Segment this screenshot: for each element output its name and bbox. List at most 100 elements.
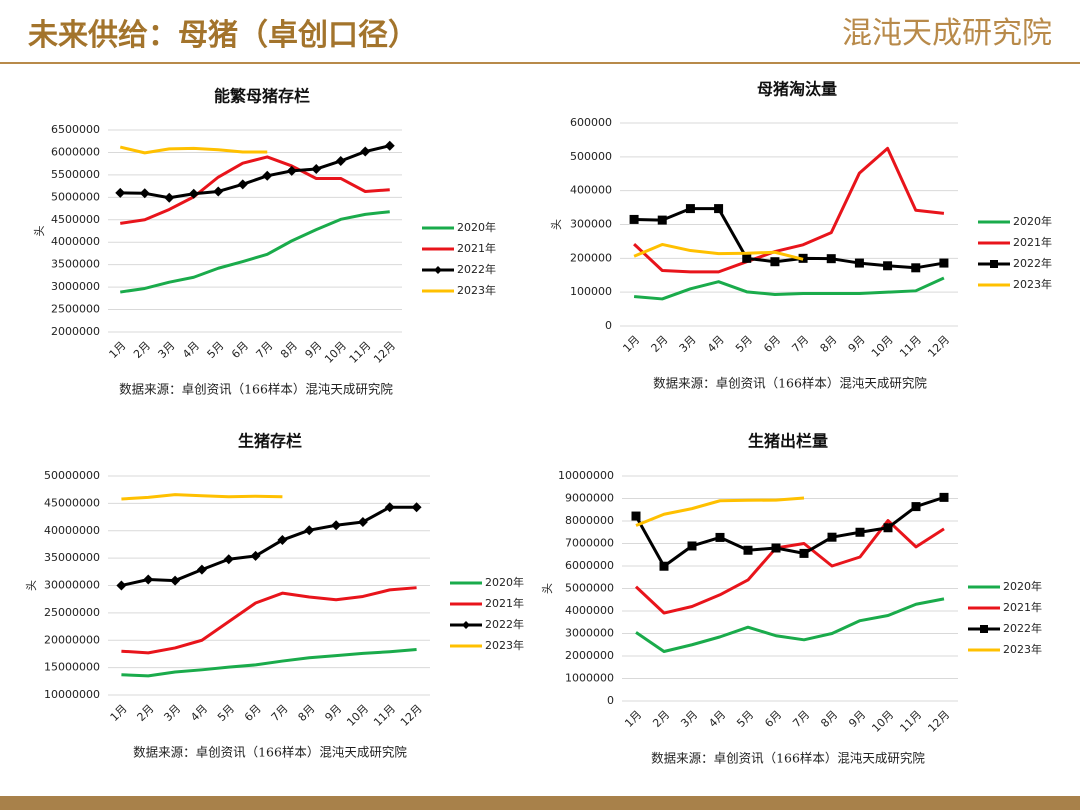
x-tick-label: 10月 — [869, 708, 896, 735]
x-tick-label: 3月 — [161, 702, 183, 724]
chart-title: 母猪淘汰量 — [757, 80, 837, 99]
diamond-marker — [115, 187, 126, 198]
y-tick-label: 10000000 — [44, 688, 100, 701]
chart-title: 生猪存栏 — [238, 432, 302, 451]
diamond-marker — [143, 574, 154, 585]
square-marker — [629, 214, 639, 224]
legend-label: 2021年 — [485, 596, 524, 610]
y-tick-label: 3000000 — [565, 627, 614, 640]
x-tick-label: 3月 — [677, 333, 699, 355]
y-tick-label: 45000000 — [44, 496, 100, 509]
x-tick-label: 5月 — [205, 339, 227, 361]
x-tick-label: 4月 — [705, 333, 727, 355]
y-axis-label: 头 — [33, 226, 46, 237]
square-marker — [631, 511, 641, 521]
y-tick-label: 5000000 — [51, 190, 100, 203]
square-marker — [826, 254, 836, 264]
series-line — [634, 519, 945, 615]
series-line — [634, 495, 945, 568]
diamond-marker — [384, 140, 395, 151]
diamond-marker — [213, 186, 224, 197]
x-tick-label: 11月 — [371, 702, 398, 729]
x-tick-label: 7月 — [789, 333, 811, 355]
y-axis-label: 头 — [550, 219, 563, 230]
legend-label: 2021年 — [1003, 600, 1042, 614]
diamond-marker — [196, 564, 207, 575]
y-axis-label: 头 — [541, 583, 554, 594]
x-tick-label: 9月 — [322, 702, 344, 724]
x-tick-label: 2月 — [649, 333, 671, 355]
y-tick-label: 40000000 — [44, 524, 100, 537]
legend-label: 2022年 — [1013, 256, 1052, 270]
series-line — [119, 145, 268, 155]
diamond-marker — [277, 535, 288, 546]
square-marker — [855, 527, 865, 537]
series-line — [635, 496, 805, 527]
source-note: 数据来源：卓创资讯（166样本）混沌天成研究院 — [653, 376, 927, 391]
x-tick-label: 6月 — [242, 702, 264, 724]
y-tick-label: 500000 — [570, 150, 612, 163]
y-tick-label: 8000000 — [565, 514, 614, 527]
diamond-marker — [360, 146, 371, 157]
y-tick-label: 35000000 — [44, 551, 100, 564]
series-line — [121, 586, 417, 655]
legend-label: 2023年 — [457, 283, 496, 297]
y-tick-label: 7000000 — [565, 537, 614, 550]
x-tick-label: 2月 — [650, 708, 672, 730]
x-tick-label: 11月 — [897, 708, 924, 735]
x-tick-label: 8月 — [296, 702, 318, 724]
square-marker — [657, 215, 667, 225]
x-tick-label: 8月 — [818, 708, 840, 730]
y-axis-label: 头 — [25, 580, 38, 591]
y-tick-label: 4000000 — [51, 235, 100, 248]
diamond-marker — [164, 192, 175, 203]
legend-label: 2022年 — [1003, 621, 1042, 635]
square-marker — [687, 541, 697, 551]
square-marker — [742, 253, 752, 263]
x-tick-label: 7月 — [269, 702, 291, 724]
square-marker — [659, 561, 669, 571]
diamond-marker — [237, 179, 248, 190]
source-note: 数据来源：卓创资讯（166样本）混沌天成研究院 — [119, 382, 393, 397]
y-tick-label: 2000000 — [565, 649, 614, 662]
y-tick-label: 3000000 — [51, 280, 100, 293]
x-tick-label: 5月 — [734, 708, 756, 730]
x-tick-label: 9月 — [303, 339, 325, 361]
legend-label: 2023年 — [1003, 642, 1042, 656]
footer-bar — [0, 796, 1080, 810]
diamond-marker — [116, 580, 127, 591]
y-tick-label: 30000000 — [44, 579, 100, 592]
diamond-marker — [304, 525, 315, 536]
square-marker — [715, 532, 725, 542]
x-tick-label: 12月 — [925, 708, 952, 735]
series-line — [121, 505, 417, 587]
y-tick-label: 50000000 — [44, 469, 100, 482]
legend-marker — [434, 266, 442, 274]
y-tick-label: 4500000 — [51, 213, 100, 226]
x-tick-label: 1月 — [620, 333, 642, 355]
y-tick-label: 5000000 — [565, 582, 614, 595]
y-tick-label: 3500000 — [51, 258, 100, 271]
square-marker — [911, 263, 921, 273]
diamond-marker — [170, 575, 181, 586]
x-tick-label: 12月 — [925, 333, 952, 360]
x-tick-label: 10月 — [322, 339, 349, 366]
series-line — [633, 242, 804, 261]
chart-title: 生猪出栏量 — [748, 432, 828, 451]
y-tick-label: 25000000 — [44, 606, 100, 619]
x-tick-label: 9月 — [846, 708, 868, 730]
logo: 混沌天成研究院 — [842, 16, 1052, 51]
y-tick-label: 15000000 — [44, 661, 100, 674]
square-marker — [827, 532, 837, 542]
x-tick-label: 8月 — [818, 333, 840, 355]
square-marker — [854, 258, 864, 268]
diamond-marker — [335, 155, 346, 166]
source-note: 数据来源：卓创资讯（166样本）混沌天成研究院 — [651, 751, 925, 766]
slide-title: 未来供给：母猪（卓创口径） — [28, 18, 418, 53]
x-tick-label: 5月 — [733, 333, 755, 355]
series-line — [635, 597, 945, 653]
diamond-marker — [411, 502, 422, 513]
x-tick-label: 11月 — [347, 339, 374, 366]
y-tick-label: 4000000 — [565, 604, 614, 617]
